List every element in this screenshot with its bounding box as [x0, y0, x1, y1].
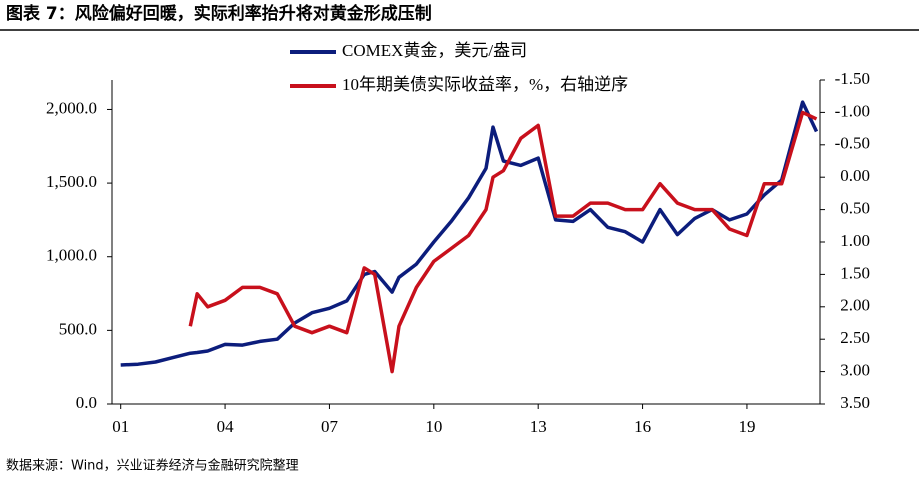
y2-tick-label: -1.00	[835, 101, 870, 120]
x-tick-label: 10	[425, 417, 442, 436]
legend-label: COMEX黄金，美元/盎司	[342, 41, 527, 60]
y2-tick-label: 0.50	[840, 199, 870, 218]
y2-tick-label: 1.50	[840, 263, 870, 282]
y2-tick-label: -1.50	[835, 69, 870, 88]
x-tick-label: 16	[634, 417, 651, 436]
y2-tick-label: 2.50	[840, 328, 870, 347]
y-tick-label: 1,000.0	[46, 246, 97, 265]
x-tick-label: 13	[530, 417, 547, 436]
y2-tick-label: 3.00	[840, 361, 870, 380]
y2-tick-label: 0.00	[840, 166, 870, 185]
series-line	[120, 100, 819, 367]
y-tick-label: 1,500.0	[46, 172, 97, 191]
x-tick-label: 19	[738, 417, 755, 436]
x-tick-label: 01	[112, 417, 129, 436]
series-line	[188, 110, 818, 374]
y2-tick-label: 3.50	[840, 393, 870, 412]
y-tick-label: 0.0	[76, 393, 97, 412]
y-tick-label: 2,000.0	[46, 98, 97, 117]
chart-title: 图表 7：风险偏好回暖，实际利率抬升将对黄金形成压制	[6, 3, 432, 24]
y2-tick-label: 1.00	[840, 231, 870, 250]
y2-tick-label: 2.00	[840, 296, 870, 315]
x-tick-label: 07	[321, 417, 339, 436]
x-tick-label: 04	[217, 417, 235, 436]
y-tick-label: 500.0	[59, 319, 97, 338]
y2-tick-label: -0.50	[835, 134, 870, 153]
legend-label: 10年期美债实际收益率，%，右轴逆序	[342, 75, 628, 94]
source-note: 数据来源：Wind，兴业证券经济与金融研究院整理	[6, 458, 299, 474]
